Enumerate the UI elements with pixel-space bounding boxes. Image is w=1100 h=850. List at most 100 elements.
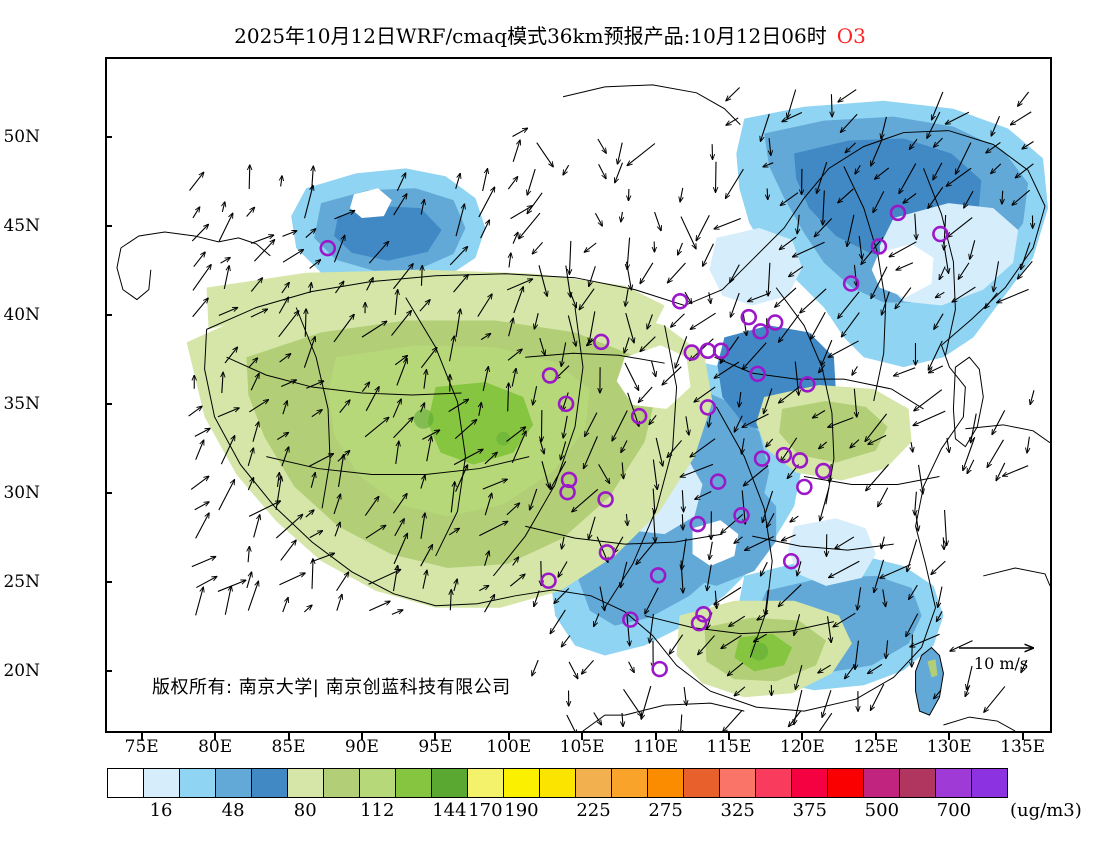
wind-vector: [708, 413, 710, 427]
wind-vector: [395, 290, 397, 315]
wind-key-label: 10 m/s: [973, 654, 1029, 673]
station-marker[interactable]: [540, 572, 557, 589]
wind-vector: [678, 242, 683, 255]
colorbar-cell[interactable]: [936, 769, 972, 797]
colorbar-cell[interactable]: [648, 769, 684, 797]
colorbar-cell[interactable]: [900, 769, 936, 797]
wind-vector: [857, 587, 862, 610]
station-marker[interactable]: [630, 407, 648, 425]
wind-vector: [714, 586, 742, 604]
station-marker[interactable]: [559, 483, 576, 501]
wind-vector: [192, 298, 209, 318]
station-marker[interactable]: [842, 275, 860, 292]
station-marker[interactable]: [766, 314, 784, 331]
colorbar-cell[interactable]: [180, 769, 216, 797]
lat-tick-label: 45N: [3, 216, 40, 236]
station-marker[interactable]: [733, 507, 750, 524]
station-marker[interactable]: [782, 552, 800, 570]
lat-tick-label: 40N: [3, 304, 40, 325]
map-canvas: [116, 84, 1050, 731]
station-marker[interactable]: [796, 478, 813, 496]
map-plot-area[interactable]: [105, 57, 1052, 733]
wind-vector: [361, 321, 387, 338]
station-marker[interactable]: [690, 614, 708, 632]
colorbar-cell[interactable]: [576, 769, 612, 797]
colorbar[interactable]: [107, 768, 1008, 798]
colorbar-cell[interactable]: [684, 769, 720, 797]
wind-vector: [880, 563, 911, 578]
wind-vector: [950, 640, 973, 651]
colorbar-cell[interactable]: [792, 769, 828, 797]
colorbar-cell[interactable]: [828, 769, 864, 797]
station-marker[interactable]: [752, 323, 769, 340]
colorbar-cell[interactable]: [324, 769, 360, 797]
station-marker[interactable]: [740, 308, 758, 326]
station-marker[interactable]: [671, 293, 689, 310]
colorbar-cell[interactable]: [108, 769, 144, 797]
station-marker[interactable]: [649, 567, 667, 584]
station-marker[interactable]: [815, 462, 832, 480]
wind-vector: [305, 229, 316, 238]
station-marker[interactable]: [699, 399, 717, 416]
wind-vector: [589, 266, 596, 286]
wind-vector: [681, 538, 687, 569]
station-marker[interactable]: [709, 473, 727, 490]
colorbar-cell[interactable]: [972, 769, 1007, 797]
station-marker[interactable]: [683, 344, 701, 361]
colorbar-cell[interactable]: [504, 769, 540, 797]
station-marker[interactable]: [592, 333, 610, 351]
wind-vector: [527, 192, 543, 214]
colorbar-cell[interactable]: [360, 769, 396, 797]
colorbar-cell[interactable]: [720, 769, 756, 797]
wind-vector: [838, 89, 857, 102]
wind-vector: [845, 142, 856, 153]
colorbar-cell[interactable]: [864, 769, 900, 797]
station-marker[interactable]: [597, 491, 614, 508]
wind-vector: [217, 408, 239, 418]
station-marker[interactable]: [557, 395, 575, 413]
colorbar-cell[interactable]: [468, 769, 504, 797]
colorbar-cell[interactable]: [540, 769, 576, 797]
wind-vector: [748, 292, 770, 301]
station-marker[interactable]: [749, 365, 766, 383]
station-marker[interactable]: [541, 367, 559, 384]
station-marker[interactable]: [689, 515, 706, 533]
station-marker[interactable]: [651, 660, 668, 678]
wind-vector: [769, 138, 771, 155]
station-marker[interactable]: [560, 471, 578, 489]
station-marker[interactable]: [712, 342, 730, 360]
lat-tick-mark: [105, 225, 112, 227]
station-marker[interactable]: [775, 446, 793, 464]
station-marker[interactable]: [889, 204, 907, 222]
station-marker[interactable]: [932, 225, 949, 243]
colorbar-cell[interactable]: [432, 769, 468, 797]
wind-vector: [943, 537, 944, 549]
wind-vector: [195, 513, 209, 539]
colorbar-cell[interactable]: [756, 769, 792, 797]
station-marker[interactable]: [699, 342, 717, 360]
station-marker[interactable]: [319, 239, 337, 257]
colorbar-cell[interactable]: [612, 769, 648, 797]
station-marker[interactable]: [622, 611, 639, 628]
colorbar-cell[interactable]: [252, 769, 288, 797]
colorbar-cell[interactable]: [396, 769, 432, 797]
station-marker[interactable]: [870, 238, 888, 255]
station-marker[interactable]: [799, 376, 816, 393]
wind-vector: [992, 410, 1006, 434]
wind-vector: [336, 594, 342, 611]
wind-vector: [789, 710, 802, 727]
wind-vector: [534, 590, 540, 607]
colorbar-cell[interactable]: [144, 769, 180, 797]
wind-vector: [394, 519, 404, 537]
lon-tick-mark: [581, 733, 584, 740]
colorbar-cell[interactable]: [288, 769, 324, 797]
station-marker[interactable]: [695, 606, 712, 623]
wind-vector: [906, 613, 919, 637]
station-marker-layer[interactable]: [319, 204, 949, 678]
wind-vector: [910, 633, 940, 647]
station-marker[interactable]: [791, 452, 809, 469]
colorbar-cell[interactable]: [216, 769, 252, 797]
station-marker[interactable]: [753, 450, 771, 467]
station-marker[interactable]: [598, 544, 616, 561]
wind-vector: [194, 428, 210, 437]
